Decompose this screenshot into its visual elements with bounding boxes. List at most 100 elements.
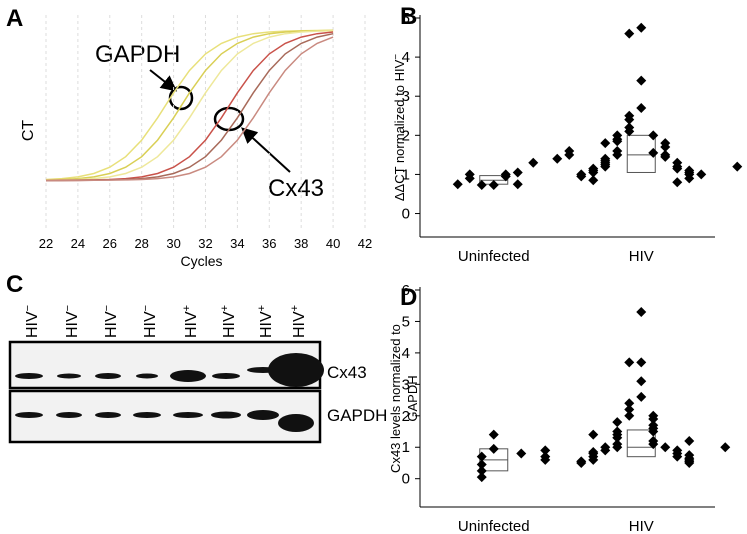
panel-letter: C [6, 271, 23, 298]
data-point [624, 126, 635, 137]
data-point [720, 442, 731, 453]
lane-label-sup: − [62, 305, 74, 311]
lane-label: HIV− [62, 305, 81, 338]
lane-label-text: HIV [142, 311, 159, 338]
y-axis-label: ΔΔCT normalized to HIV− [391, 54, 407, 201]
data-point [564, 145, 575, 156]
data-point [648, 439, 659, 450]
data-point [660, 151, 671, 162]
data-point [624, 398, 635, 409]
curve [46, 32, 334, 182]
data-point [624, 404, 635, 415]
data-point [612, 149, 623, 160]
y-axis-label: Cx43 levels normalized to [388, 324, 403, 473]
annotation: GAPDH [95, 41, 180, 68]
data-point [576, 171, 587, 182]
y-axis-label-text: ΔΔCT normalized to HIV [392, 59, 407, 201]
band [136, 373, 158, 379]
data-point [552, 153, 563, 164]
y-tick-label: 4 [402, 345, 410, 362]
y-tick-label: 2 [402, 408, 410, 425]
band [57, 373, 81, 379]
curve [45, 29, 334, 181]
data-point [540, 454, 551, 465]
lane-label-text: HIV [221, 311, 238, 338]
data-point [476, 472, 487, 483]
x-tick-label: 26 [103, 236, 117, 251]
data-point [600, 445, 611, 456]
annotation-arrow [241, 127, 291, 173]
data-point [636, 376, 647, 387]
data-point [576, 457, 587, 468]
data-point [612, 417, 623, 428]
y-tick-label: 0 [402, 471, 410, 488]
y-axis-label-sup: − [391, 54, 402, 60]
data-point [612, 432, 623, 443]
x-tick-label: Uninfected [458, 518, 530, 534]
y-tick-label: 5 [402, 313, 410, 330]
lane-label-sup: − [101, 305, 113, 311]
data-point [696, 169, 707, 180]
data-point [588, 454, 599, 465]
x-tick-label: 30 [166, 236, 180, 251]
panel-letter: D [400, 284, 417, 311]
data-point [488, 443, 499, 454]
data-point [672, 451, 683, 462]
x-tick-label: 36 [262, 236, 276, 251]
data-point [612, 442, 623, 453]
lane-label-sup: + [289, 305, 301, 311]
data-point [540, 445, 551, 456]
lane-label: HIV+ [289, 305, 308, 338]
data-point [648, 413, 659, 424]
data-point [612, 136, 623, 147]
data-point [684, 457, 695, 468]
panel-letter: B [400, 3, 417, 30]
band [133, 412, 161, 418]
data-point [516, 448, 527, 459]
data-point [636, 357, 647, 368]
data-point [636, 307, 647, 318]
band-label: Cx43 [327, 363, 367, 382]
band [212, 373, 240, 379]
band [95, 373, 121, 379]
data-point [684, 173, 695, 184]
data-point [464, 169, 475, 180]
data-point [648, 147, 659, 158]
y-axis-label: CT [20, 120, 37, 142]
band [278, 414, 314, 432]
data-point [660, 142, 671, 153]
y-tick-label: 1 [402, 166, 410, 183]
lane-label-text: HIV [64, 311, 81, 338]
data-point [488, 179, 499, 190]
panel-letter: A [6, 5, 23, 32]
x-tick-label: 42 [358, 236, 372, 251]
x-tick-label: HIV [629, 518, 654, 534]
band [56, 412, 82, 418]
data-point [500, 169, 511, 180]
lane-label-text: HIV [291, 311, 308, 338]
lane-label: HIV− [140, 305, 159, 338]
data-point [488, 429, 499, 440]
data-point [648, 130, 659, 141]
data-point [512, 179, 523, 190]
curve [45, 29, 334, 181]
lane-label-sup: + [256, 305, 268, 311]
annotation-circle [213, 106, 245, 132]
x-tick-label: 28 [134, 236, 148, 251]
data-point [588, 175, 599, 186]
lane-label-text: HIV [183, 311, 200, 338]
lane-label-sup: − [22, 305, 34, 311]
data-point [600, 138, 611, 149]
lane-label: HIV− [101, 305, 120, 338]
x-tick-label: 24 [71, 236, 85, 251]
y-tick-label: 3 [402, 88, 410, 105]
x-tick-label: 40 [326, 236, 340, 251]
lane-label: HIV+ [219, 305, 238, 338]
x-tick-label: 38 [294, 236, 308, 251]
blot-frame [8, 340, 322, 390]
data-point [452, 179, 463, 190]
data-point [684, 435, 695, 446]
data-point [588, 429, 599, 440]
y-axis-label: GAPDH [405, 375, 420, 421]
lane-label-sup: + [181, 305, 193, 311]
